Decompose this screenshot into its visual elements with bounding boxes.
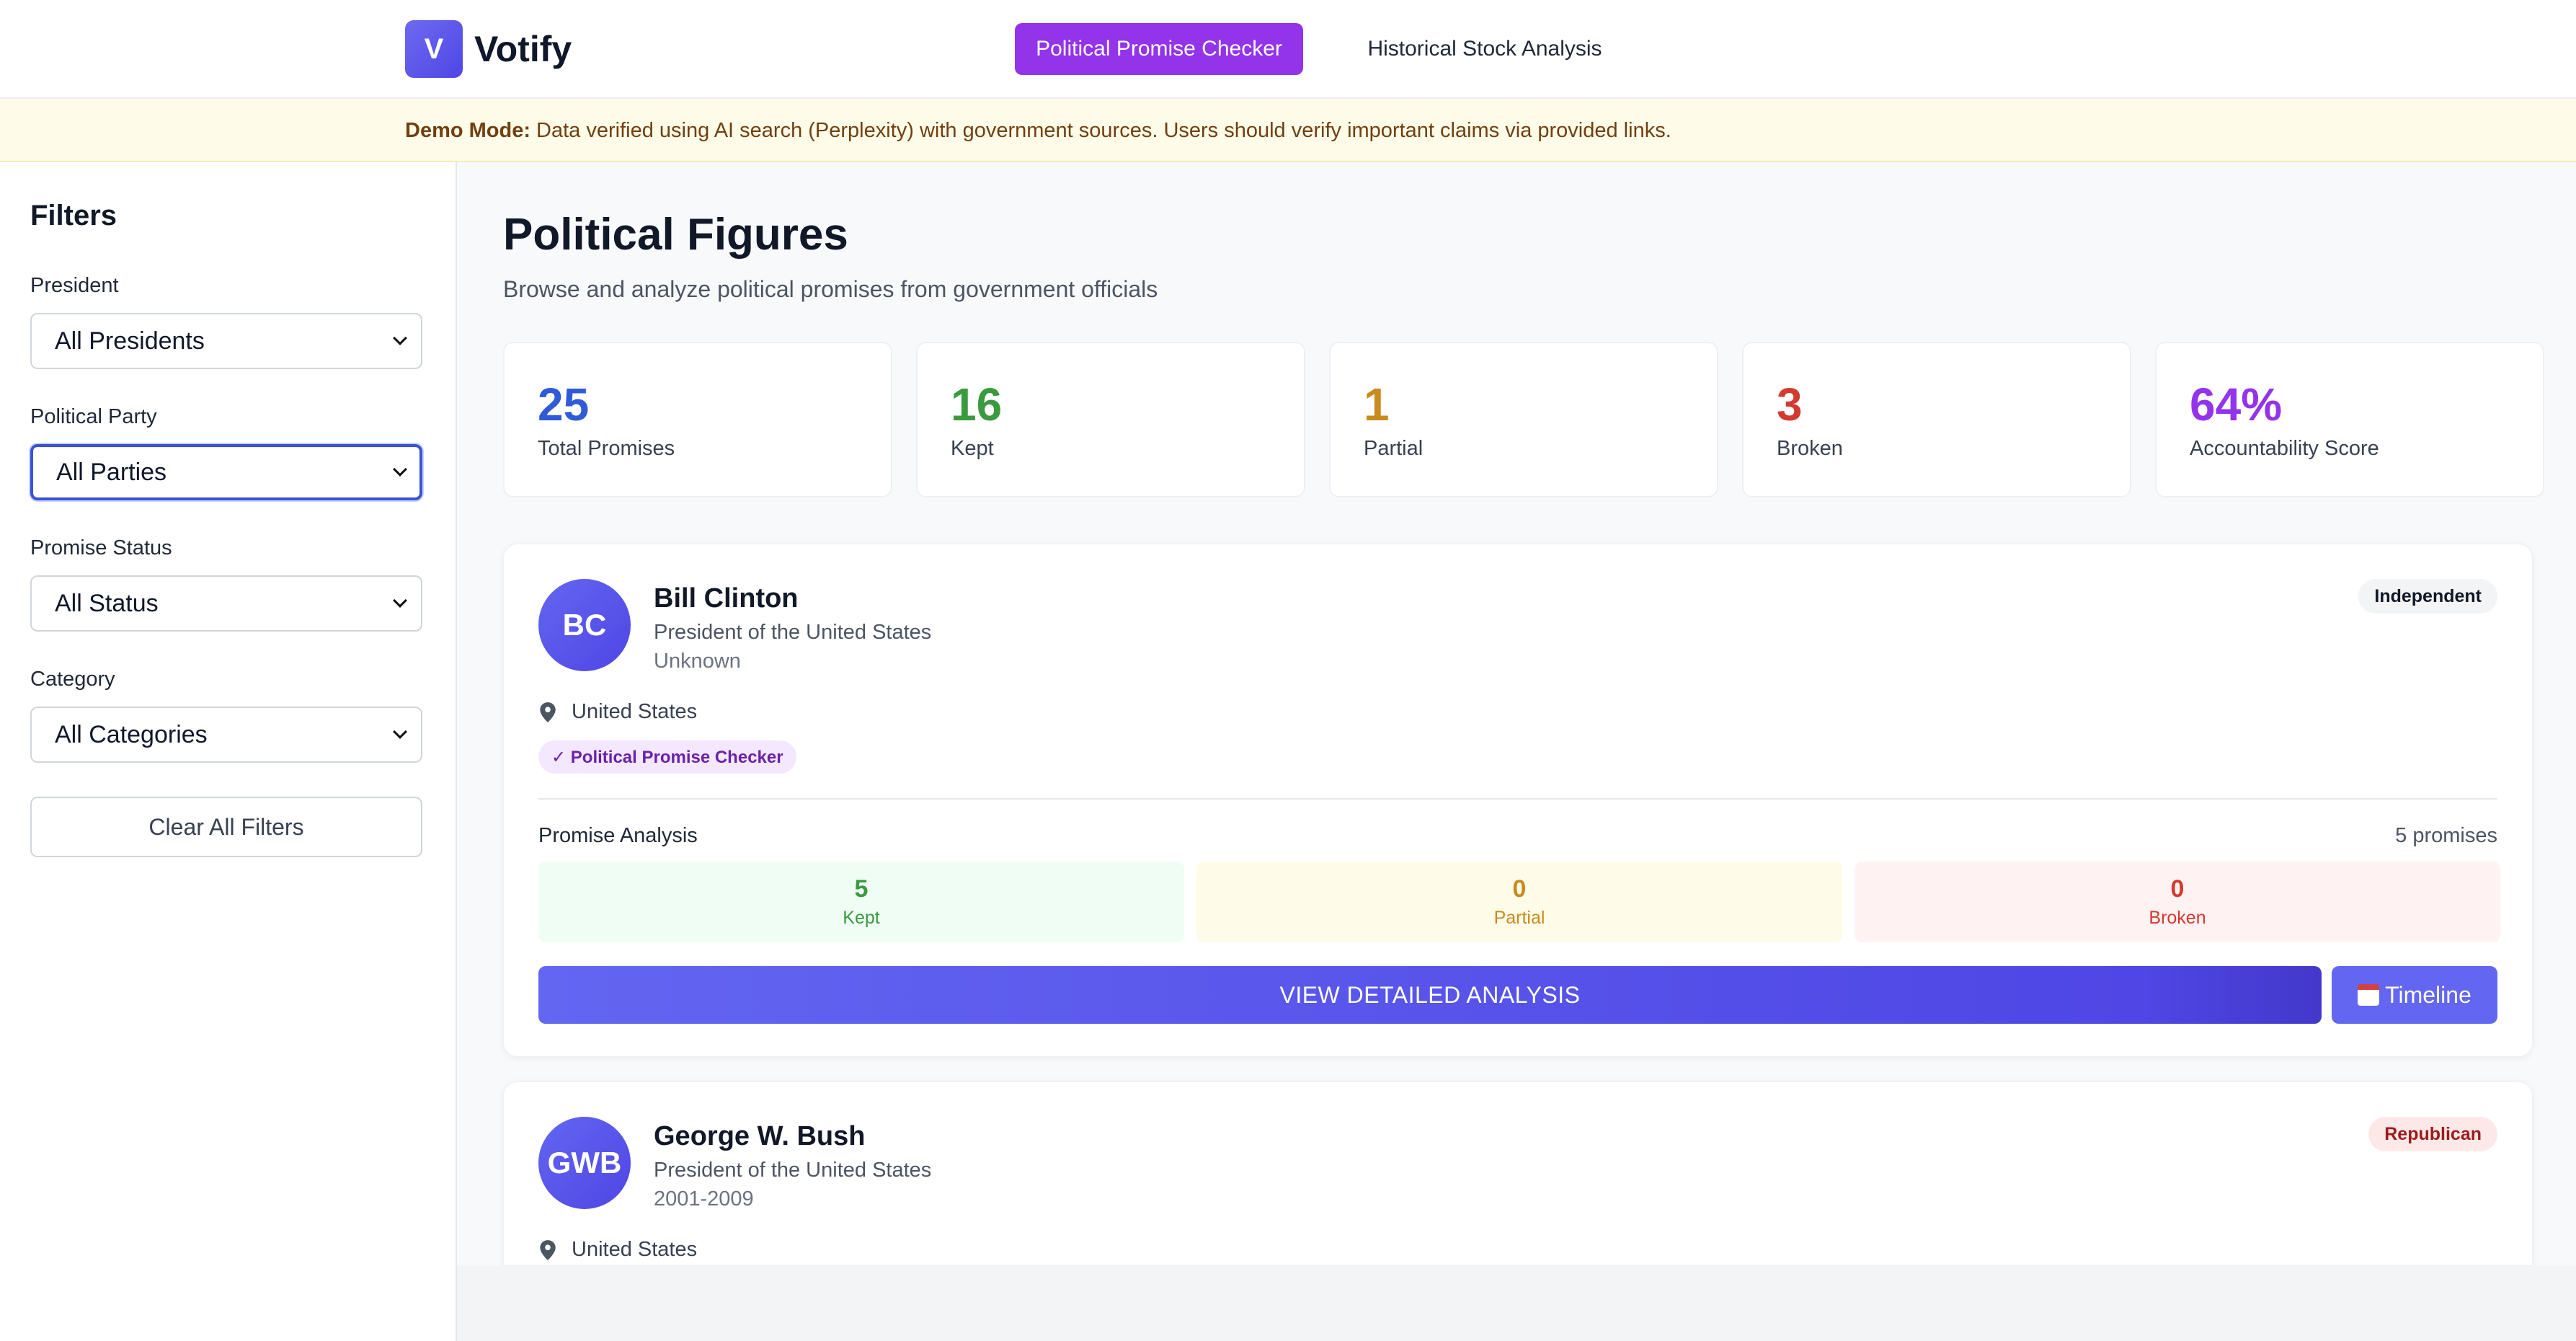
clear-filters-button[interactable]: Clear All Filters — [30, 797, 422, 857]
demo-mode-banner: Demo Mode: Data verified using AI search… — [0, 99, 2576, 162]
figure-card[interactable]: GWB George W. Bush President of the Unit… — [503, 1081, 2533, 1266]
location-text: United States — [572, 1238, 698, 1261]
filters-sidebar: Filters President All Presidents Politic… — [0, 162, 457, 1341]
stat-card-accountability: 64% Accountability Score — [2155, 342, 2544, 497]
partial-value: 0 — [1512, 875, 1527, 903]
figure-term: 2001-2009 — [654, 1187, 754, 1211]
location-pin-icon — [540, 1239, 556, 1260]
status-select[interactable]: All Status — [30, 575, 422, 632]
stat-value: 25 — [538, 379, 590, 430]
stat-card-partial: 1 Partial — [1329, 342, 1718, 497]
president-select[interactable]: All Presidents — [30, 313, 422, 369]
avatar: BC — [538, 579, 631, 671]
status-label: Promise Status — [30, 536, 172, 559]
partial-summary: 0 Partial — [1196, 862, 1842, 942]
figure-term: Unknown — [654, 650, 741, 673]
party-badge: Republican — [2368, 1117, 2497, 1151]
logo-icon[interactable]: V — [405, 20, 463, 78]
category-select-value: All Categories — [55, 720, 208, 748]
category-select[interactable]: All Categories — [30, 707, 422, 763]
figure-role: President of the United States — [654, 1159, 932, 1182]
stat-label: Kept — [951, 437, 994, 460]
filters-title: Filters — [30, 200, 117, 231]
stat-label: Total Promises — [538, 437, 675, 460]
app-name[interactable]: Votify — [474, 29, 572, 69]
category-label: Category — [30, 668, 115, 691]
view-detailed-analysis-button[interactable]: VIEW DETAILED ANALYSIS — [538, 966, 2322, 1024]
broken-summary: 0 Broken — [1855, 862, 2500, 942]
scroll-area-bottom — [457, 1266, 2576, 1341]
stat-card-total: 25 Total Promises — [503, 342, 892, 497]
stat-value: 16 — [951, 379, 1003, 430]
chevron-down-icon — [393, 331, 407, 345]
party-badge: Independent — [2358, 579, 2497, 614]
stat-label: Broken — [1777, 437, 1843, 460]
timeline-button[interactable]: Timeline — [2332, 966, 2497, 1024]
top-navbar: V Votify Political Promise Checker Histo… — [0, 0, 2576, 99]
stat-value: 64% — [2190, 379, 2283, 430]
kept-value: 5 — [854, 875, 869, 903]
party-label: Political Party — [30, 405, 157, 428]
broken-value: 0 — [2170, 875, 2185, 903]
stat-card-broken: 3 Broken — [1742, 342, 2131, 497]
nav-tab-political-promise-checker[interactable]: Political Promise Checker — [1015, 23, 1303, 75]
partial-label: Partial — [1493, 908, 1545, 928]
president-label: President — [30, 274, 119, 297]
president-select-value: All Presidents — [55, 327, 205, 355]
chevron-down-icon — [393, 593, 407, 608]
stat-label: Partial — [1364, 437, 1424, 460]
location: United States — [538, 1238, 697, 1262]
stat-value: 3 — [1777, 379, 1803, 430]
stat-card-kept: 16 Kept — [916, 342, 1305, 497]
stat-value: 1 — [1364, 379, 1390, 430]
banner-bold: Demo Mode: — [405, 119, 530, 142]
figure-name[interactable]: Bill Clinton — [654, 583, 799, 614]
promise-checker-tag: ✓ Political Promise Checker — [538, 740, 796, 774]
page-title: Political Figures — [503, 210, 848, 260]
location-pin-icon — [540, 702, 556, 722]
chevron-down-icon — [393, 462, 407, 477]
party-select[interactable]: All Parties — [30, 444, 422, 500]
figure-card[interactable]: BC Bill Clinton President of the United … — [503, 544, 2533, 1057]
broken-label: Broken — [2149, 908, 2206, 928]
page-subtitle: Browse and analyze political promises fr… — [503, 276, 1158, 302]
chevron-down-icon — [393, 725, 407, 739]
status-select-value: All Status — [55, 589, 159, 617]
avatar: GWB — [538, 1117, 631, 1209]
kept-label: Kept — [843, 908, 880, 928]
timeline-label: Timeline — [2385, 981, 2471, 1008]
stat-label: Accountability Score — [2190, 437, 2379, 460]
promise-analysis-title: Promise Analysis — [538, 824, 698, 847]
nav-tab-historical-stock-analysis[interactable]: Historical Stock Analysis — [1367, 37, 1602, 61]
promise-count: 5 promises — [2395, 824, 2497, 847]
divider — [538, 798, 2497, 800]
calendar-icon — [2358, 984, 2380, 1006]
party-select-value: All Parties — [56, 458, 167, 486]
figure-name[interactable]: George W. Bush — [654, 1121, 866, 1151]
location-text: United States — [572, 700, 698, 723]
kept-summary: 5 Kept — [538, 862, 1184, 942]
location: United States — [538, 700, 697, 724]
banner-message: Data verified using AI search (Perplexit… — [530, 119, 1671, 142]
banner-text: Demo Mode: Data verified using AI search… — [405, 116, 1671, 145]
figure-role: President of the United States — [654, 621, 932, 644]
